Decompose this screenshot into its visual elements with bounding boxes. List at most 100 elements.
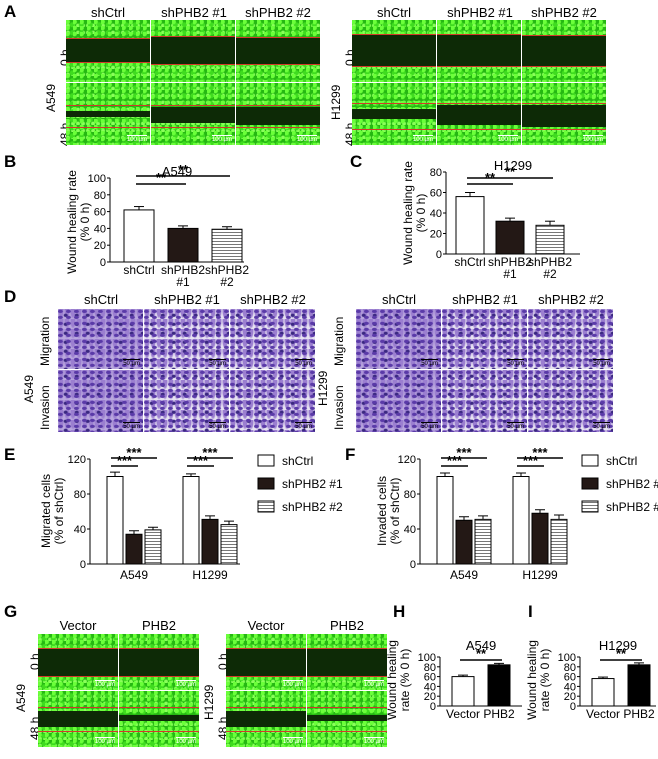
legend-swatch xyxy=(581,500,599,513)
transwell-image: 50 µm xyxy=(230,370,315,432)
y-tick-label: 80 xyxy=(94,190,106,202)
wound-image: 100 µm xyxy=(226,634,306,690)
group-header: shPHB2 #1 xyxy=(452,292,518,307)
y-axis-label: Wound healingrate (% 0 h) xyxy=(525,640,552,720)
bar xyxy=(182,476,200,565)
x-tick-label: A549 xyxy=(450,568,478,582)
x-tick-label: H1299 xyxy=(192,568,228,582)
x-tick-label: shCtrl xyxy=(123,263,154,277)
scale-bar: 100 µm xyxy=(175,682,196,688)
bar xyxy=(211,228,243,263)
transwell-image: 50 µm xyxy=(58,370,143,432)
bar xyxy=(436,476,454,565)
scale-bar: 100 µm xyxy=(175,739,196,745)
legend-label: shPHB2 #2 xyxy=(606,500,658,514)
significance-label: *** xyxy=(117,453,133,468)
bar xyxy=(123,209,155,263)
x-tick-label: shPHB2 #1 xyxy=(488,255,532,281)
panel-label-i: I xyxy=(528,602,533,621)
scale-bar: 50 µm xyxy=(421,361,438,367)
x-tick-label: shPHB2 #2 xyxy=(528,255,572,281)
bar xyxy=(512,476,530,565)
x-tick-label: shPHB2 #2 xyxy=(205,263,249,289)
bar xyxy=(474,518,492,565)
x-tick-label: shCtrl xyxy=(454,255,485,269)
scale-bar: 100 µm xyxy=(412,137,433,143)
y-tick-label: 20 xyxy=(564,691,576,703)
legend-label: shPHB2 #1 xyxy=(282,477,343,491)
scale-bar: 50 µm xyxy=(507,361,524,367)
transwell-image: 50 µm xyxy=(356,370,441,432)
wound-image xyxy=(151,20,235,82)
y-tick-label: 0 xyxy=(436,249,442,261)
group-header: shPHB2 #1 xyxy=(161,5,227,20)
legend-swatch xyxy=(257,477,275,490)
y-tick-label: 60 xyxy=(564,672,576,684)
scale-bar: 50 µm xyxy=(507,424,524,430)
y-tick-label: 20 xyxy=(424,691,436,703)
y-tick-label: 80 xyxy=(424,662,436,674)
bar xyxy=(531,512,549,565)
bar xyxy=(451,676,475,707)
wound-image: 100 µm xyxy=(437,83,521,145)
transwell-image: 50 µm xyxy=(144,309,229,369)
significance-label: ** xyxy=(616,646,627,661)
panel-label-g: G xyxy=(4,602,18,621)
group-header: shPHB2 #1 xyxy=(447,5,513,20)
transwell-image: 50 µm xyxy=(442,309,527,369)
y-tick-label: 80 xyxy=(564,662,576,674)
x-tick-label: shPHB2 #1 xyxy=(161,263,205,289)
bar xyxy=(550,518,568,565)
transwell-image: 50 µm xyxy=(528,309,613,369)
x-tick-label: PHB2 xyxy=(483,707,515,721)
x-tick-label: Vector xyxy=(446,707,480,721)
scale-bar: 100 µm xyxy=(296,137,317,143)
bar xyxy=(591,678,615,707)
group-header: shPHB2 #1 xyxy=(154,292,220,307)
group-header: shCtrl xyxy=(84,292,118,307)
legend-swatch xyxy=(581,477,599,490)
wound-image xyxy=(437,20,521,82)
panel-label-c: C xyxy=(350,152,363,171)
panel-label-d: D xyxy=(4,287,17,306)
y-axis-label: Wound healing rate(% 0 h) xyxy=(401,161,428,265)
y-tick-label: 40 xyxy=(564,681,576,693)
x-tick-label: Vector xyxy=(586,707,620,721)
y-tick-label: 0 xyxy=(80,559,86,571)
chart-title: H1299 xyxy=(494,158,532,173)
transwell-image: 50 µm xyxy=(442,370,527,432)
group-header: shPHB2 #2 xyxy=(245,5,311,20)
y-tick-label: 100 xyxy=(418,652,436,664)
y-tick-label: 0 xyxy=(570,701,576,713)
scale-bar: 100 µm xyxy=(363,739,384,745)
scale-bar: 50 µm xyxy=(295,361,312,367)
scale-bar: 50 µm xyxy=(593,424,610,430)
y-tick-label: 40 xyxy=(404,524,416,536)
scale-bar: 100 µm xyxy=(363,682,384,688)
scale-bar: 50 µm xyxy=(209,361,226,367)
group-header: PHB2 xyxy=(330,618,364,633)
y-tick-label: 20 xyxy=(94,240,106,252)
wound-image: 100 µm xyxy=(151,83,235,145)
legend-label: shPHB2 #1 xyxy=(606,477,658,491)
scale-bar: 100 µm xyxy=(94,739,115,745)
wound-image: 100 µm xyxy=(38,691,118,747)
significance-label: *** xyxy=(447,453,463,468)
transwell-image: 50 µm xyxy=(144,370,229,432)
bar xyxy=(535,224,565,255)
bar xyxy=(201,518,219,565)
transwell-image: 50 µm xyxy=(528,370,613,432)
y-axis-label: Invaded cells(% of shCtrl) xyxy=(375,476,402,546)
y-tick-label: 40 xyxy=(424,681,436,693)
wound-image xyxy=(522,20,606,82)
legend-label: shCtrl xyxy=(282,454,313,468)
x-tick-label: A549 xyxy=(120,568,148,582)
scale-bar: 100 µm xyxy=(94,682,115,688)
wound-image: 100 µm xyxy=(352,83,436,145)
